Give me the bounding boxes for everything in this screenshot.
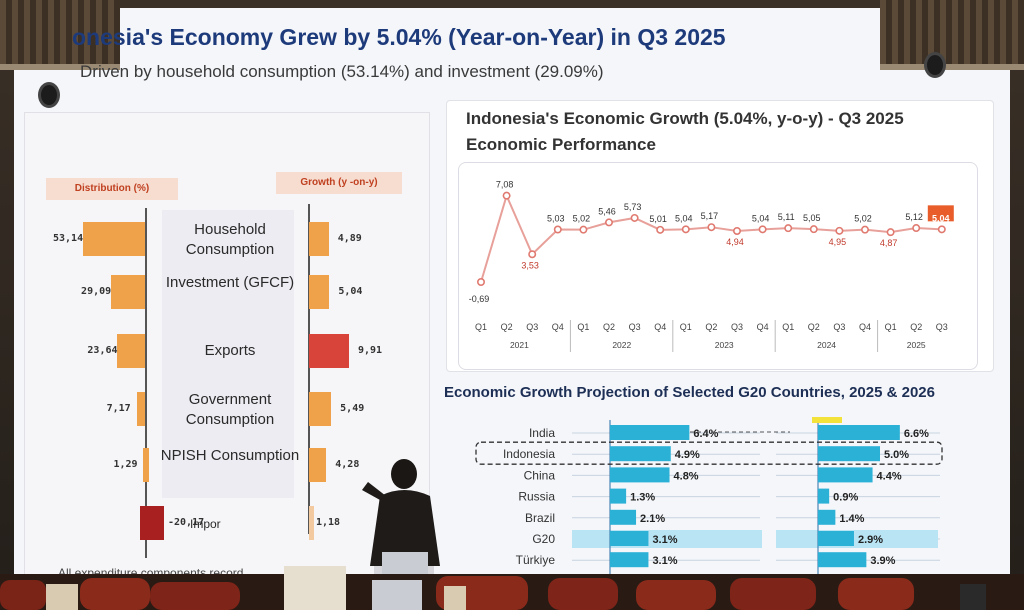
distribution-value: -20,17	[168, 517, 205, 528]
distribution-bar	[136, 392, 145, 426]
slide-title: onesia's Economy Grew by 5.04% (Year-on-…	[72, 24, 726, 50]
distribution-bar	[83, 222, 145, 256]
distribution-bar	[140, 506, 164, 540]
growth-value: 4,89	[337, 233, 362, 244]
growth-chart-title: Indonesia's Economic Growth (5.04%, y-o-…	[466, 106, 904, 158]
distribution-value: 29,09	[81, 286, 112, 297]
growth-chart-subheading: Economic Performance	[466, 135, 656, 154]
distribution-axis	[145, 208, 147, 558]
growth-bar	[309, 392, 332, 426]
growth-bar	[309, 506, 314, 540]
distribution-value: 23,64	[87, 345, 118, 356]
projection-title: Economic Growth Projection of Selected G…	[444, 384, 935, 401]
audience-chairs	[0, 566, 1024, 610]
growth-axis	[308, 204, 310, 534]
line-chart-frame	[458, 162, 978, 370]
growth-value: 5,04	[338, 286, 363, 297]
category-label: Impor	[190, 517, 221, 531]
growth-bar	[309, 222, 329, 256]
distribution-value: 1,29	[113, 459, 138, 470]
growth-bar	[309, 275, 330, 309]
camera-left	[38, 82, 60, 108]
category-label: NPISH Consumption	[160, 447, 300, 464]
slide-subtitle: Driven by household consumption (53.14%)…	[80, 62, 604, 81]
distribution-header: Distribution (%)	[46, 178, 178, 200]
growth-value: 5,49	[340, 403, 365, 414]
distribution-value: 7,17	[106, 403, 131, 414]
growth-bar	[309, 448, 327, 482]
growth-value: 1,18	[316, 517, 341, 528]
distribution-bar	[117, 334, 145, 368]
chandelier-left	[0, 0, 120, 70]
category-label: Household Consumption	[185, 221, 275, 258]
distribution-value: 53,14	[53, 233, 84, 244]
growth-value: 9,91	[358, 345, 383, 356]
growth-header: Growth (y -on-y)	[276, 172, 402, 194]
category-label: Government Consumption	[185, 391, 275, 428]
growth-chart-heading: Indonesia's Economic Growth (5.04%, y-o-…	[466, 109, 904, 128]
category-column	[162, 210, 294, 498]
distribution-bar	[143, 448, 150, 482]
camera-right	[924, 52, 946, 78]
distribution-bar	[111, 275, 145, 309]
chandelier-right	[880, 0, 1024, 70]
growth-value: 4,28	[335, 459, 360, 470]
category-label: Exports	[204, 342, 256, 359]
category-label: Investment (GFCF)	[165, 274, 295, 291]
growth-bar	[309, 334, 349, 368]
